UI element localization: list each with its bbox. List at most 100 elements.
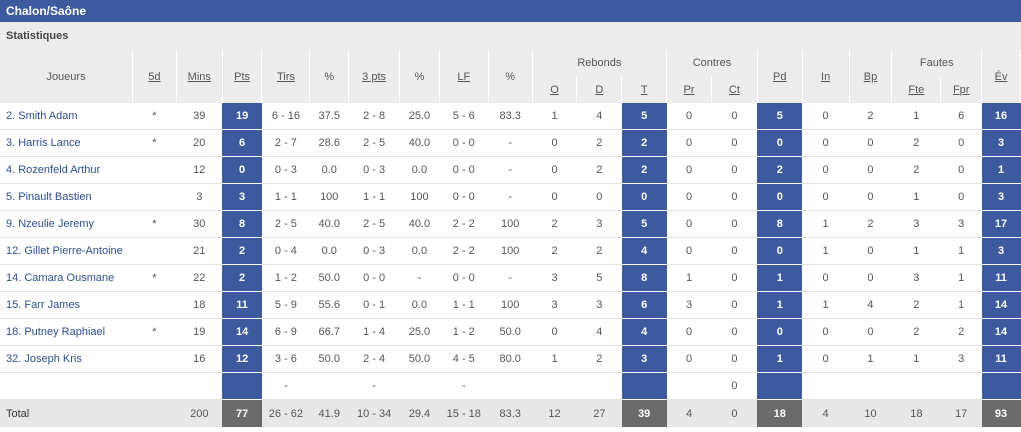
cell-reb-o: 1	[532, 345, 577, 373]
col-header-pts[interactable]: Pts	[222, 50, 263, 103]
cell-3pts: 0 - 0	[348, 264, 400, 292]
cell-fpr: 1	[940, 291, 982, 319]
col-header-reb-d[interactable]: D	[576, 76, 623, 103]
cell-fpr: 1	[940, 237, 982, 265]
player-name[interactable]: 5. Pinault Bastien	[0, 183, 133, 211]
cell-ev: 11	[981, 345, 1021, 373]
cell-reb-o: 1	[532, 103, 577, 130]
cell-fte: 2	[891, 318, 941, 346]
cell-contres-ct: 0	[711, 210, 758, 238]
cell-3pts-pct: 100	[399, 183, 440, 211]
cell-lf-pct: -	[488, 183, 533, 211]
player-name[interactable]: 14. Camara Ousmane	[0, 264, 133, 292]
cell-pd: 8	[757, 210, 803, 238]
player-name[interactable]: 15. Farr James	[0, 291, 133, 319]
cell-3pts: 2 - 4	[348, 345, 400, 373]
cell-reb-o: 3	[532, 264, 577, 292]
cell-reb-t: 5	[621, 103, 667, 130]
cell-reb-d: 2	[576, 237, 622, 265]
cell-bp: 0	[849, 156, 892, 184]
cell-tirs: 5 - 9	[261, 291, 310, 319]
cell-reb-d: 2	[576, 156, 622, 184]
cell-lf-pct: 50.0	[488, 318, 533, 346]
cell-fte: 2	[891, 129, 941, 157]
cell-pts: 8	[222, 210, 262, 238]
col-header-contres-pr[interactable]: Pr	[666, 76, 712, 103]
cell-bp: 1	[849, 345, 892, 373]
player-name[interactable]: 9. Nzeulie Jeremy	[0, 210, 133, 238]
col-header-3pts[interactable]: 3 pts	[348, 50, 401, 103]
cell-tirs: 6 - 16	[261, 103, 310, 130]
player-name[interactable]: 18. Putney Raphiael	[0, 318, 133, 346]
cell-ev: 1	[981, 156, 1021, 184]
cell-reb-d: 2	[576, 129, 622, 157]
cell-5d: *	[132, 318, 177, 346]
player-name[interactable]: 4. Rozenfeld Arthur	[0, 156, 133, 184]
cell-bp: 0	[849, 318, 892, 346]
col-header-5d[interactable]: 5d	[132, 50, 177, 103]
total-cell-tirs-pct: 41.9	[309, 399, 349, 427]
team-row-label	[0, 372, 133, 400]
cell-lf: 1 - 1	[439, 291, 489, 319]
cell-fpr: 2	[940, 318, 982, 346]
cell-lf-pct: 100	[488, 237, 533, 265]
cell-contres-ct: 0	[711, 237, 758, 265]
col-header-tirs[interactable]: Tirs	[261, 50, 311, 103]
total-cell-fpr: 17	[940, 399, 982, 427]
cell-lf: 0 - 0	[439, 156, 489, 184]
cell-pd: 1	[757, 264, 803, 292]
cell-lf-pct: -	[488, 156, 533, 184]
player-name[interactable]: 12. Gillet Pierre-Antoine	[0, 237, 133, 265]
team-cell-bp	[849, 372, 892, 400]
cell-fte: 1	[891, 183, 941, 211]
cell-fpr: 1	[940, 264, 982, 292]
cell-reb-o: 3	[532, 291, 577, 319]
col-header-fautes-fte[interactable]: Fte	[891, 76, 942, 103]
player-name[interactable]: 2. Smith Adam	[0, 103, 133, 130]
cell-contres-pr: 0	[666, 129, 712, 157]
total-cell-contres-pr: 4	[666, 399, 712, 427]
cell-reb-t: 4	[621, 318, 667, 346]
col-header-lf[interactable]: LF	[439, 50, 489, 103]
cell-reb-t: 2	[621, 156, 667, 184]
cell-5d	[132, 183, 177, 211]
cell-contres-ct: 0	[711, 345, 758, 373]
col-header-contres-ct[interactable]: Ct	[711, 76, 758, 103]
col-header-fautes-fpr[interactable]: Fpr	[940, 76, 983, 103]
cell-fpr: 3	[940, 210, 982, 238]
cell-pd: 2	[757, 156, 803, 184]
cell-lf: 5 - 6	[439, 103, 489, 130]
cell-mins: 3	[176, 183, 223, 211]
player-name[interactable]: 3. Harris Lance	[0, 129, 133, 157]
col-header-in[interactable]: In	[802, 50, 850, 103]
cell-contres-ct: 0	[711, 264, 758, 292]
team-cell-mins	[176, 372, 223, 400]
cell-reb-d: 4	[576, 318, 622, 346]
cell-in: 0	[802, 129, 850, 157]
cell-fpr: 6	[940, 103, 982, 130]
cell-3pts-pct: 50.0	[399, 345, 440, 373]
cell-reb-o: 0	[532, 318, 577, 346]
cell-5d	[132, 237, 177, 265]
team-cell-tirs-pct	[309, 372, 349, 400]
cell-lf-pct: -	[488, 264, 533, 292]
cell-ev: 14	[981, 291, 1021, 319]
cell-reb-t: 5	[621, 210, 667, 238]
col-header-bp[interactable]: Bp	[849, 50, 893, 103]
col-header-pd[interactable]: Pd	[757, 50, 803, 103]
table-row: 5. Pinault Bastien 3 3 1 - 1 100 1 - 1 1…	[0, 183, 1021, 211]
cell-lf: 0 - 0	[439, 183, 489, 211]
player-name[interactable]: 32. Joseph Kris	[0, 345, 133, 373]
team-title: Chalon/Saône	[0, 0, 1021, 22]
col-header-reb-t[interactable]: T	[621, 76, 668, 103]
col-header-reb-o[interactable]: O	[532, 76, 578, 103]
col-header-mins[interactable]: Mins	[176, 50, 223, 103]
cell-reb-d: 3	[576, 210, 622, 238]
cell-reb-o: 2	[532, 210, 577, 238]
cell-reb-d: 4	[576, 103, 622, 130]
cell-tirs-pct: 0.0	[309, 156, 349, 184]
cell-mins: 30	[176, 210, 223, 238]
cell-pd: 0	[757, 129, 803, 157]
cell-fpr: 3	[940, 345, 982, 373]
col-header-ev[interactable]: Év	[981, 50, 1021, 103]
